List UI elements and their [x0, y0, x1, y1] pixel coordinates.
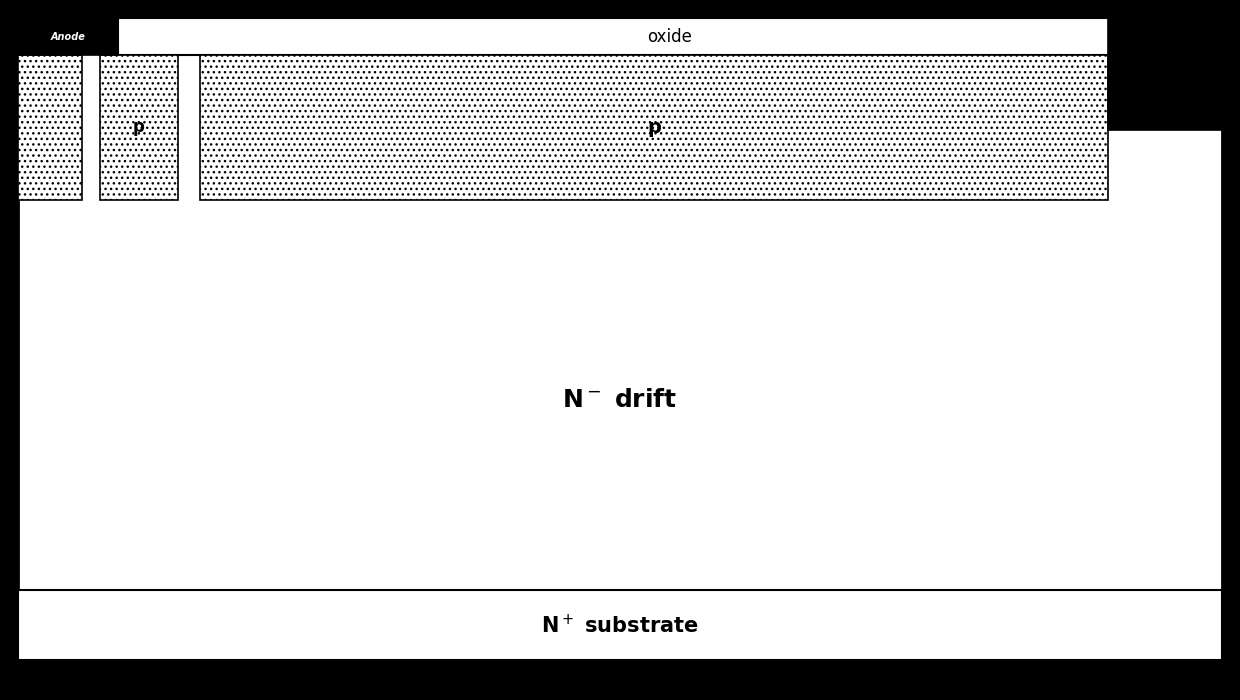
- Bar: [1109, 18, 1221, 130]
- Bar: [200, 55, 1109, 200]
- Text: p: p: [647, 118, 661, 137]
- Text: N$^-$ drift: N$^-$ drift: [563, 388, 677, 412]
- Bar: [19, 55, 82, 200]
- Text: Anode: Anode: [51, 32, 86, 41]
- Text: N$^+$ substrate: N$^+$ substrate: [541, 613, 699, 637]
- Bar: [118, 18, 1221, 55]
- Text: p: p: [133, 118, 145, 136]
- Bar: [19, 18, 118, 55]
- Bar: [100, 55, 179, 200]
- Bar: [19, 590, 1221, 660]
- Text: oxide: oxide: [647, 27, 692, 46]
